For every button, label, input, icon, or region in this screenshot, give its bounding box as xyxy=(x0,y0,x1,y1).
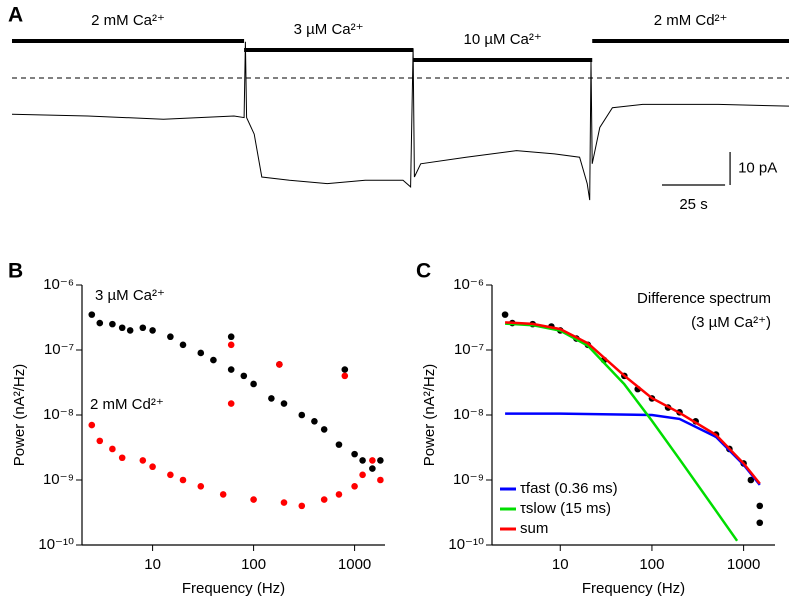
data-point xyxy=(359,471,366,479)
current-trace xyxy=(11,41,789,201)
data-point xyxy=(298,502,306,510)
y-axis-title: Power (nA²/Hz) xyxy=(11,364,28,467)
legend-label: 3 µM Ca²⁺ xyxy=(95,287,165,304)
data-point xyxy=(240,372,248,380)
data-point xyxy=(276,361,283,368)
data-point xyxy=(335,441,343,448)
data-point xyxy=(149,463,156,471)
x-tick-label: 1000 xyxy=(727,556,760,573)
data-point xyxy=(351,450,358,458)
data-point xyxy=(167,333,174,341)
panel-label: C xyxy=(416,260,431,283)
legend-label: sum xyxy=(520,520,548,537)
data-point xyxy=(109,445,116,453)
data-point xyxy=(139,457,147,464)
data-point xyxy=(298,411,306,419)
data-point xyxy=(341,372,349,380)
panel-label: A xyxy=(8,4,23,27)
x-axis-title: Frequency (Hz) xyxy=(582,580,685,597)
data-point xyxy=(118,454,126,462)
x-tick-label: 100 xyxy=(639,556,664,573)
data-point xyxy=(88,421,96,429)
time-scale-label: 25 s xyxy=(679,196,707,213)
data-point xyxy=(311,417,318,425)
solution-label: 10 µM Ca²⁺ xyxy=(464,31,542,48)
x-axis-title: Frequency (Hz) xyxy=(182,580,285,597)
y-tick-label: 10⁻⁹ xyxy=(43,471,74,488)
y-tick-label: 10⁻⁸ xyxy=(453,406,484,423)
data-point xyxy=(227,341,235,349)
data-point xyxy=(96,319,104,327)
current-scale-label: 10 pA xyxy=(738,159,777,176)
x-tick-label: 100 xyxy=(241,556,266,573)
panel-label: B xyxy=(8,260,23,283)
data-point xyxy=(268,395,275,402)
x-tick-label: 10 xyxy=(144,556,161,573)
data-point xyxy=(197,349,205,357)
y-tick-label: 10⁻¹⁰ xyxy=(38,536,74,553)
annotation: Difference spectrum xyxy=(637,290,771,307)
data-point xyxy=(118,324,126,332)
data-point xyxy=(227,333,235,341)
data-point xyxy=(227,366,235,373)
data-point xyxy=(369,457,376,464)
solution-label: 3 µM Ca²⁺ xyxy=(294,21,364,38)
y-tick-label: 10⁻⁶ xyxy=(453,276,484,293)
data-point xyxy=(335,491,343,498)
solution-label: 2 mM Ca²⁺ xyxy=(91,12,165,29)
data-point xyxy=(179,476,187,484)
y-tick-label: 10⁻⁷ xyxy=(454,341,484,358)
y-tick-label: 10⁻⁷ xyxy=(44,341,74,358)
data-point xyxy=(149,327,156,334)
y-tick-label: 10⁻¹⁰ xyxy=(448,536,484,553)
legend-label: τfast (0.36 ms) xyxy=(520,480,618,497)
data-point xyxy=(351,482,358,490)
data-point xyxy=(139,324,147,332)
annotation: (3 µM Ca²⁺) xyxy=(691,314,771,331)
data-point xyxy=(747,476,755,484)
data-point xyxy=(96,437,104,445)
data-point xyxy=(359,457,366,464)
x-tick-label: 1000 xyxy=(338,556,371,573)
data-point xyxy=(501,311,509,318)
solution-label: 2 mM Cd²⁺ xyxy=(654,12,728,29)
data-point xyxy=(369,465,376,472)
fit-curve xyxy=(505,321,761,485)
legend-label: 2 mM Cd²⁺ xyxy=(90,396,164,413)
y-tick-label: 10⁻⁶ xyxy=(43,276,74,293)
data-point xyxy=(341,366,349,373)
data-point xyxy=(179,341,187,349)
data-point xyxy=(320,426,328,433)
data-point xyxy=(126,327,134,334)
data-point xyxy=(377,457,384,464)
y-tick-label: 10⁻⁹ xyxy=(453,471,484,488)
data-point xyxy=(250,380,257,388)
data-point xyxy=(109,320,116,328)
legend-label: τslow (15 ms) xyxy=(520,500,611,517)
data-point xyxy=(377,476,384,484)
data-point xyxy=(280,499,288,506)
data-point xyxy=(250,496,257,503)
data-point xyxy=(320,496,328,503)
data-point xyxy=(756,519,764,527)
data-point xyxy=(167,471,174,479)
data-point xyxy=(197,482,205,490)
y-tick-label: 10⁻⁸ xyxy=(43,406,74,423)
y-axis-title: Power (nA²/Hz) xyxy=(421,364,438,467)
data-point xyxy=(756,502,764,510)
x-tick-label: 10 xyxy=(552,556,569,573)
data-point xyxy=(227,400,235,407)
data-point xyxy=(219,491,227,498)
fit-curve xyxy=(505,412,761,486)
fit-curve xyxy=(505,322,739,542)
data-point xyxy=(88,311,96,318)
data-point xyxy=(280,400,288,407)
data-point xyxy=(210,356,217,364)
